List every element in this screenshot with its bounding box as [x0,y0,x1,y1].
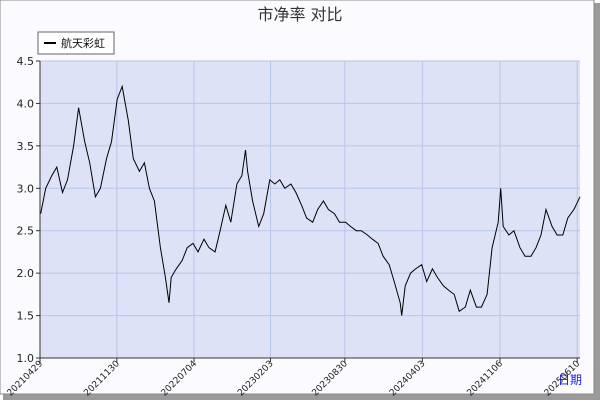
line-series [40,84,581,316]
chart-title: 市净率 对比 [257,5,342,24]
y-tick-label: 3.0 [17,182,35,195]
legend-box [37,31,115,55]
plot-area [40,61,580,358]
y-tick-label: 2.5 [17,225,35,238]
x-axis-label: 日期 [558,373,582,387]
y-tick-label: 1.5 [17,310,35,323]
legend-label: 航天彩虹 [61,36,105,50]
y-tick-label: 3.5 [17,140,35,153]
y-tick-label: 2.0 [17,267,35,280]
y-tick-label: 1.0 [17,352,35,365]
y-tick-label: 4.0 [17,97,35,110]
y-tick-label: 4.5 [17,55,35,68]
